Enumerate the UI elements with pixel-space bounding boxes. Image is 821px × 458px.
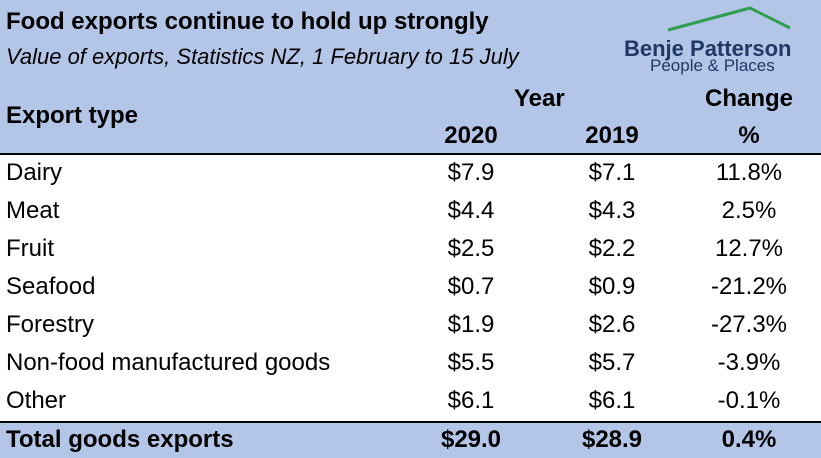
row-label: Meat [6, 197, 60, 224]
value-change: -0.1% [717, 387, 781, 414]
table-row: Seafood $0.7 $0.9 -21.2% [0, 269, 821, 307]
value-change: 12.7% [714, 235, 784, 262]
row-label: Seafood [6, 273, 96, 300]
value-2019: $2.6 [588, 311, 636, 338]
roof-icon [667, 6, 791, 32]
value-2019: $2.2 [588, 235, 636, 262]
total-2019: $28.9 [581, 426, 643, 453]
value-2019: $4.3 [588, 197, 636, 224]
value-2019: $7.1 [588, 159, 636, 186]
table-body: Dairy $7.9 $7.1 11.8% Meat $4.4 $4.3 2.5… [0, 155, 821, 421]
table-row: Non-food manufactured goods $5.5 $5.7 -3… [0, 345, 821, 383]
col-group-year: Year [514, 85, 565, 112]
value-2020: $2.5 [447, 235, 495, 262]
table-row: Forestry $1.9 $2.6 -27.3% [0, 307, 821, 345]
table-row: Dairy $7.9 $7.1 11.8% [0, 155, 821, 193]
column-headers: Export type Year 2020 2019 Change % [0, 77, 821, 155]
row-label: Non-food manufactured goods [6, 349, 331, 376]
table-subtitle: Value of exports, Statistics NZ, 1 Febru… [6, 44, 519, 69]
value-2019: $0.9 [588, 273, 636, 300]
value-2019: $6.1 [588, 387, 636, 414]
total-2020: $29.0 [440, 426, 502, 453]
row-label: Other [6, 387, 67, 414]
benje-patterson-logo: Benje Patterson People & Places [612, 4, 817, 75]
total-label: Total goods exports [6, 426, 234, 453]
value-2020: $5.5 [447, 349, 495, 376]
table-row: Meat $4.4 $4.3 2.5% [0, 193, 821, 231]
col-2019: 2019 [585, 122, 639, 149]
total-row: Total goods exports $29.0 $28.9 0.4% [0, 421, 821, 458]
table-title: Food exports continue to hold up strongl… [6, 8, 489, 35]
row-label: Forestry [6, 311, 95, 338]
col-change: Change [704, 85, 793, 112]
col-change-unit: % [738, 122, 760, 149]
table-row: Other $6.1 $6.1 -0.1% [0, 383, 821, 421]
col-2020: 2020 [444, 122, 498, 149]
value-2020: $1.9 [447, 311, 495, 338]
value-2020: $7.9 [447, 159, 495, 186]
value-2019: $5.7 [588, 349, 636, 376]
value-change: 2.5% [721, 197, 777, 224]
total-change: 0.4% [721, 426, 777, 453]
value-2020: $0.7 [447, 273, 495, 300]
table-row: Fruit $2.5 $2.2 12.7% [0, 231, 821, 269]
value-change: -3.9% [717, 349, 781, 376]
logo-name: Benje Patterson [624, 36, 792, 61]
value-2020: $4.4 [447, 197, 495, 224]
logo-tagline: People & Places [650, 56, 775, 75]
value-change: 11.8% [715, 159, 783, 186]
row-label: Dairy [6, 159, 63, 186]
value-change: -27.3% [710, 311, 788, 338]
table-header: Food exports continue to hold up strongl… [0, 0, 821, 77]
value-change: -21.2% [710, 273, 788, 300]
row-label: Fruit [6, 235, 54, 262]
value-2020: $6.1 [447, 387, 495, 414]
col-export-type: Export type [6, 102, 139, 129]
